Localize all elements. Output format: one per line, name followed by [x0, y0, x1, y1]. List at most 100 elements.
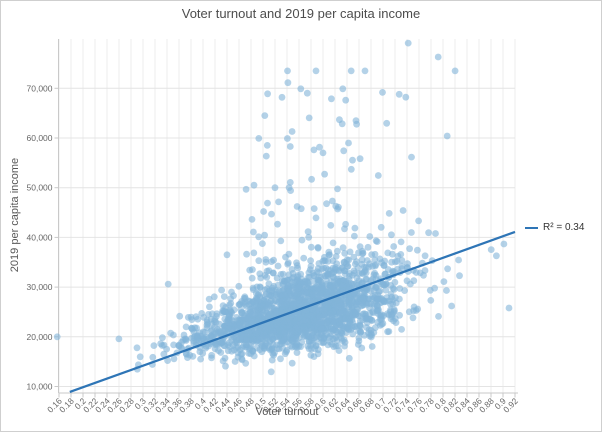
data-point[interactable]: [293, 341, 301, 348]
data-point[interactable]: [390, 306, 398, 313]
data-point[interactable]: [370, 271, 378, 279]
data-point[interactable]: [342, 297, 349, 304]
data-point[interactable]: [310, 205, 318, 213]
data-point[interactable]: [149, 353, 157, 361]
data-point[interactable]: [329, 313, 336, 320]
data-point[interactable]: [243, 250, 251, 258]
data-point[interactable]: [324, 272, 332, 280]
data-point[interactable]: [338, 286, 346, 294]
data-point[interactable]: [248, 216, 256, 223]
data-point[interactable]: [408, 153, 415, 161]
data-point[interactable]: [273, 320, 281, 328]
data-point[interactable]: [404, 39, 412, 47]
data-point[interactable]: [385, 328, 393, 335]
data-point[interactable]: [305, 345, 313, 353]
data-point[interactable]: [314, 335, 321, 343]
data-point[interactable]: [382, 286, 390, 294]
data-point[interactable]: [345, 326, 352, 333]
data-point[interactable]: [205, 334, 213, 342]
data-point[interactable]: [199, 335, 207, 343]
data-point[interactable]: [409, 314, 417, 322]
data-point[interactable]: [373, 238, 381, 246]
data-point[interactable]: [397, 251, 405, 258]
data-point[interactable]: [351, 290, 358, 297]
data-point[interactable]: [306, 289, 313, 297]
data-point[interactable]: [396, 285, 404, 292]
data-point[interactable]: [332, 297, 340, 304]
data-point[interactable]: [225, 312, 233, 319]
data-point[interactable]: [347, 279, 354, 287]
data-point[interactable]: [269, 269, 277, 277]
data-point[interactable]: [271, 184, 279, 192]
data-point[interactable]: [228, 347, 236, 355]
data-point[interactable]: [291, 289, 299, 296]
data-point[interactable]: [305, 233, 313, 241]
data-point[interactable]: [255, 135, 263, 142]
data-point[interactable]: [334, 185, 341, 193]
data-point[interactable]: [314, 265, 322, 272]
data-point[interactable]: [307, 262, 315, 270]
data-point[interactable]: [395, 90, 403, 98]
data-point[interactable]: [258, 348, 266, 356]
data-point[interactable]: [373, 295, 381, 303]
data-point[interactable]: [268, 258, 275, 265]
data-point[interactable]: [208, 354, 215, 362]
data-point[interactable]: [304, 228, 312, 236]
data-point[interactable]: [164, 357, 172, 364]
data-point[interactable]: [115, 335, 123, 343]
data-point[interactable]: [359, 247, 366, 255]
data-point[interactable]: [235, 318, 243, 326]
data-point[interactable]: [261, 112, 269, 119]
data-point[interactable]: [414, 246, 421, 254]
data-point[interactable]: [228, 288, 235, 296]
data-point[interactable]: [53, 333, 61, 341]
data-point[interactable]: [359, 316, 367, 324]
data-point[interactable]: [205, 295, 213, 303]
data-point[interactable]: [288, 359, 296, 367]
data-point[interactable]: [310, 353, 318, 360]
data-point[interactable]: [346, 248, 354, 256]
data-point[interactable]: [304, 279, 311, 287]
data-point[interactable]: [341, 249, 349, 257]
data-point[interactable]: [377, 223, 385, 231]
data-point[interactable]: [317, 278, 325, 286]
data-point[interactable]: [182, 323, 190, 331]
data-point[interactable]: [397, 238, 405, 246]
data-point[interactable]: [222, 362, 229, 370]
data-point[interactable]: [335, 203, 342, 211]
data-point[interactable]: [431, 284, 438, 292]
data-point[interactable]: [343, 256, 351, 264]
data-point[interactable]: [229, 342, 237, 349]
data-point[interactable]: [312, 67, 320, 75]
data-point[interactable]: [308, 305, 316, 313]
data-point[interactable]: [310, 316, 318, 324]
data-point[interactable]: [263, 304, 271, 312]
data-point[interactable]: [300, 254, 308, 262]
data-point[interactable]: [234, 349, 242, 357]
data-point[interactable]: [150, 342, 158, 349]
data-point[interactable]: [374, 172, 382, 179]
data-point[interactable]: [265, 280, 273, 288]
data-point[interactable]: [279, 280, 287, 288]
data-point[interactable]: [427, 297, 435, 304]
data-point[interactable]: [219, 357, 227, 365]
data-point[interactable]: [159, 334, 166, 342]
data-point[interactable]: [310, 272, 318, 279]
data-point[interactable]: [242, 185, 250, 193]
data-point[interactable]: [303, 89, 311, 97]
data-point[interactable]: [268, 356, 276, 364]
data-point[interactable]: [379, 89, 386, 96]
data-point[interactable]: [361, 67, 369, 75]
data-point[interactable]: [408, 229, 415, 236]
data-point[interactable]: [346, 319, 353, 326]
data-point[interactable]: [352, 117, 360, 124]
data-point[interactable]: [241, 314, 249, 322]
data-point[interactable]: [210, 293, 218, 301]
data-point[interactable]: [347, 165, 355, 173]
data-point[interactable]: [336, 309, 344, 316]
data-point[interactable]: [235, 282, 243, 290]
data-point[interactable]: [211, 317, 218, 325]
data-point[interactable]: [181, 335, 189, 343]
data-point[interactable]: [194, 315, 202, 323]
data-point[interactable]: [323, 200, 330, 208]
